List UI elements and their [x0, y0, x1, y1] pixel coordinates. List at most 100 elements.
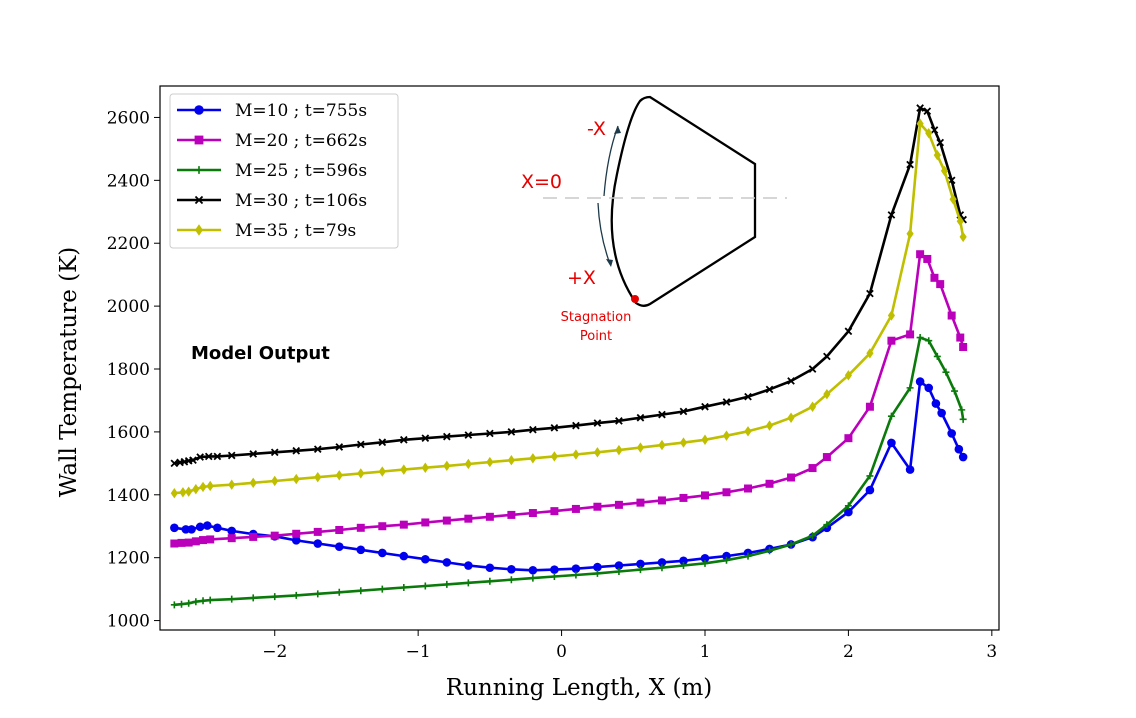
data-point — [844, 507, 853, 517]
data-point — [185, 486, 193, 497]
data-point — [615, 444, 623, 456]
data-point — [529, 453, 537, 464]
data-point — [528, 565, 538, 575]
data-point — [292, 473, 300, 485]
x-tick-label: 0 — [556, 642, 567, 662]
data-point — [270, 531, 279, 540]
data-point — [823, 388, 831, 400]
data-point — [844, 327, 853, 336]
data-point — [507, 454, 515, 466]
y-tick-label: 1800 — [107, 360, 150, 380]
data-point — [550, 451, 559, 462]
data-point — [529, 574, 537, 582]
data-point — [227, 534, 236, 543]
data-point — [906, 330, 915, 339]
data-point — [959, 415, 967, 423]
y-tick-label: 2600 — [107, 108, 150, 128]
data-point — [442, 558, 452, 567]
data-point — [356, 523, 365, 532]
data-point — [844, 434, 853, 443]
stagnation-point-marker — [631, 295, 639, 303]
data-point — [887, 310, 896, 321]
data-point — [227, 451, 236, 460]
legend-marker — [194, 135, 204, 145]
x-zero-label: X=0 — [521, 171, 562, 193]
data-point — [933, 149, 941, 161]
data-point — [701, 559, 709, 567]
data-point — [377, 548, 387, 558]
data-point — [940, 165, 949, 177]
data-point — [808, 401, 817, 412]
data-point — [887, 336, 896, 345]
legend-marker — [194, 105, 204, 115]
data-point — [866, 348, 874, 359]
data-point — [228, 595, 236, 603]
data-point — [615, 417, 623, 425]
data-point — [701, 434, 709, 445]
data-point — [593, 562, 602, 572]
y-axis-label: Wall Temperature (K) — [56, 247, 82, 498]
data-point — [485, 512, 494, 521]
data-point — [177, 538, 186, 547]
axes-frame — [159, 85, 1000, 631]
data-point — [357, 587, 365, 595]
data-point — [550, 507, 559, 516]
data-point — [206, 535, 215, 544]
data-point — [572, 421, 580, 430]
data-point — [916, 118, 924, 129]
y-tick-label: 1000 — [107, 612, 150, 632]
model-output-annotation: Model Output — [191, 343, 330, 364]
data-point — [636, 498, 645, 507]
plus-x-label: +X — [567, 267, 596, 289]
stagnation-label-line1: Stagnation — [561, 310, 632, 325]
series-5 — [170, 118, 967, 499]
data-point — [399, 551, 409, 561]
data-point — [170, 539, 179, 548]
data-point — [170, 601, 178, 609]
data-point — [658, 439, 666, 451]
legend-label: M=25 ; t=596s — [235, 161, 367, 181]
data-point — [787, 540, 795, 548]
data-point — [766, 547, 774, 555]
data-point — [954, 444, 964, 454]
data-point — [314, 471, 322, 483]
data-point — [744, 552, 752, 560]
data-point — [787, 473, 796, 482]
data-point — [593, 569, 601, 577]
plus-x-arrowhead-icon — [606, 259, 613, 267]
data-point — [292, 446, 301, 455]
data-point — [291, 536, 301, 545]
data-point — [421, 462, 429, 473]
data-point — [593, 419, 602, 427]
data-point — [700, 491, 709, 500]
data-point — [722, 551, 731, 561]
data-point — [679, 493, 688, 502]
data-point — [528, 509, 537, 518]
data-point — [271, 475, 279, 487]
data-point — [249, 594, 257, 602]
data-point — [844, 502, 852, 510]
y-tick-label: 2200 — [107, 234, 150, 254]
data-point — [378, 466, 386, 477]
data-point — [464, 561, 473, 570]
data-point — [249, 477, 257, 489]
data-point — [947, 176, 956, 185]
data-point — [906, 384, 914, 392]
legend-label: M=35 ; t=79s — [235, 221, 356, 241]
data-point — [887, 412, 895, 420]
data-point — [936, 138, 945, 147]
series-4 — [170, 104, 967, 468]
data-point — [464, 514, 473, 523]
series-line — [174, 122, 965, 495]
x-tick-label: −2 — [262, 642, 287, 662]
data-point — [550, 565, 559, 574]
data-point — [722, 488, 731, 497]
data-point — [192, 598, 200, 606]
data-point — [335, 526, 344, 535]
data-point — [808, 365, 817, 373]
data-point — [765, 479, 774, 488]
data-point — [442, 516, 451, 525]
data-point — [942, 368, 950, 376]
data-point — [808, 464, 817, 473]
